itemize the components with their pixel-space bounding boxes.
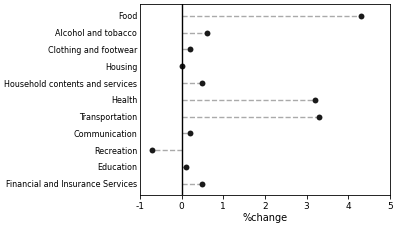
Point xyxy=(312,98,318,102)
Point xyxy=(178,64,185,68)
Point xyxy=(203,31,210,35)
Point xyxy=(149,148,156,152)
Point xyxy=(316,115,322,118)
Point xyxy=(183,165,189,169)
Point xyxy=(199,81,206,85)
X-axis label: %change: %change xyxy=(243,213,287,223)
Point xyxy=(187,132,193,135)
Point xyxy=(199,182,206,185)
Point xyxy=(187,48,193,51)
Point xyxy=(358,14,364,18)
